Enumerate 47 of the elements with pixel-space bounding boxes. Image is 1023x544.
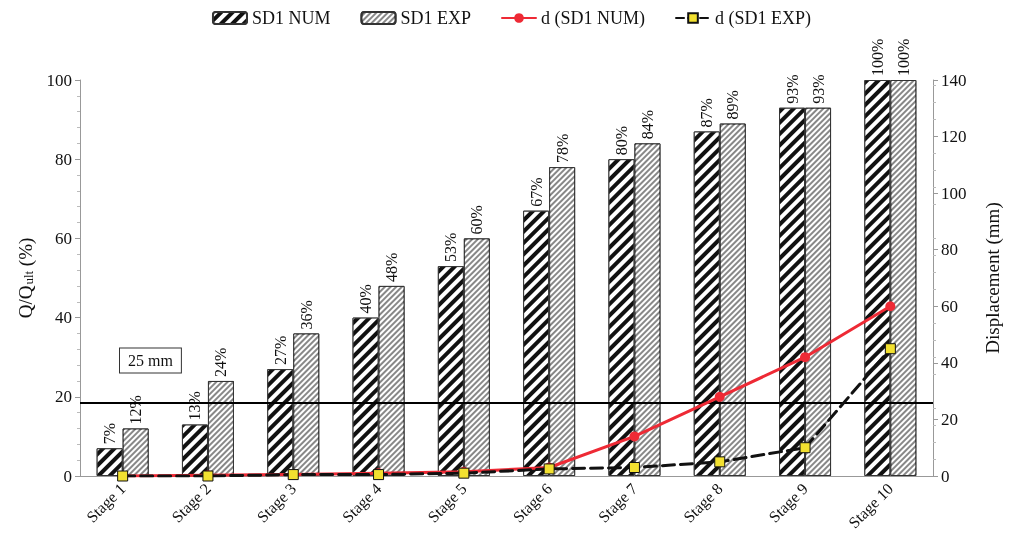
data-label: 53% — [442, 232, 460, 263]
data-label: 67% — [527, 177, 545, 207]
point — [799, 442, 811, 454]
y-tick-label: 40 — [55, 308, 72, 328]
data-label: 87% — [698, 98, 716, 128]
y2-tick-label: 40 — [941, 353, 958, 373]
y2-tick-label: 120 — [941, 127, 967, 147]
data-label: 93% — [809, 74, 827, 104]
data-label: 40% — [357, 284, 375, 314]
legend-label: SD1 EXP — [400, 8, 472, 28]
y-tick-label: 60 — [55, 228, 72, 248]
legend-label: SD1 NUM — [251, 8, 331, 28]
data-label: 36% — [297, 300, 315, 330]
data-label: 27% — [271, 335, 289, 366]
legend-label: d (SD1 EXP) — [715, 8, 812, 29]
data-label: 93% — [783, 74, 801, 104]
y2-tick-label: 80 — [941, 240, 958, 260]
point — [800, 352, 811, 363]
y2-tick-label: 0 — [941, 466, 950, 486]
data-label: 80% — [612, 125, 630, 156]
point — [885, 301, 896, 312]
point — [714, 456, 726, 468]
data-label: 7% — [101, 422, 119, 445]
y2-tick-label: 140 — [941, 70, 967, 90]
ref-line-label: 25 mm — [128, 351, 174, 369]
y2-tick-label: 100 — [941, 183, 967, 203]
data-label: 24% — [212, 347, 230, 377]
y2-tick-label: 60 — [941, 296, 958, 316]
data-label: 100% — [894, 38, 912, 76]
y-tick-label: 0 — [63, 466, 72, 486]
data-label: 84% — [638, 110, 656, 140]
y-tick-label: 80 — [55, 149, 72, 169]
y-axis-title: Q/Qult (%) — [15, 237, 37, 319]
data-label: 48% — [383, 252, 401, 282]
point — [714, 391, 725, 402]
legend-label: d (SD1 NUM) — [541, 8, 646, 29]
point — [628, 462, 640, 474]
data-label: 100% — [868, 38, 886, 76]
data-label: 78% — [553, 133, 571, 164]
data-label: 60% — [468, 205, 486, 235]
y2-tick-label: 20 — [941, 409, 958, 429]
y2-axis-title: Displacement (mm) — [982, 202, 1004, 354]
y-tick-label: 20 — [55, 387, 72, 407]
point — [884, 343, 896, 355]
data-label: 89% — [724, 90, 742, 120]
point — [629, 431, 640, 442]
y-tick-label: 100 — [46, 70, 72, 90]
